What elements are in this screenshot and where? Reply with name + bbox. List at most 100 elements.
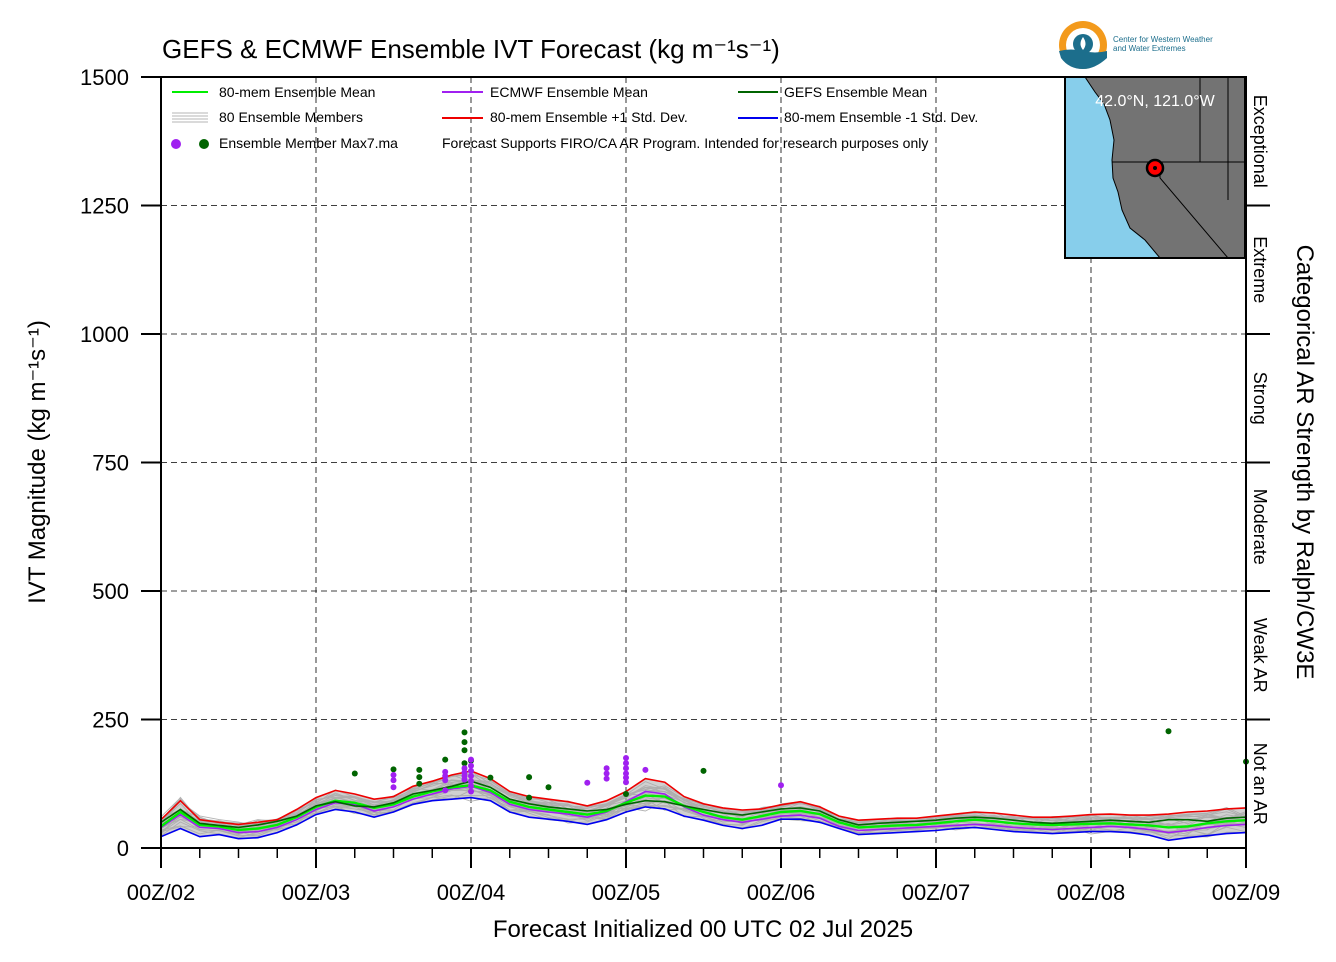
map-marker-dot <box>1153 166 1157 170</box>
member-max-point-ecmwf <box>390 777 397 784</box>
category-label: Moderate <box>1250 489 1270 565</box>
member-max-point-ecmwf <box>468 778 474 785</box>
y-tick-label: 1250 <box>80 194 129 219</box>
member-max-point-ecmwf <box>623 755 629 761</box>
legend-gefs-mean: GEFS Ensemble Mean <box>784 84 927 100</box>
series-lines <box>160 770 1247 842</box>
legend-swatch-max-gefs <box>199 139 209 149</box>
y-tick-label: 1000 <box>80 322 129 347</box>
y-tick-label: 1500 <box>80 65 129 90</box>
member-max-point-ecmwf <box>461 765 468 772</box>
member-max-point-ecmwf <box>623 774 629 781</box>
map-frame <box>1064 76 1246 259</box>
legend-ecmwf-mean: ECMWF Ensemble Mean <box>490 84 648 100</box>
member-max-point-ecmwf <box>623 765 629 772</box>
chart-title: GEFS & ECMWF Ensemble IVT Forecast (kg m… <box>162 34 780 64</box>
member-max-point-ecmwf <box>442 777 449 784</box>
cw3e-logo: Center for Western Weather and Water Ext… <box>1057 18 1247 72</box>
member-max-point-ecmwf <box>442 787 449 794</box>
legend: 80-mem Ensemble Mean 80 Ensemble Members… <box>171 84 978 151</box>
member-max-point-ecmwf <box>623 779 629 786</box>
member-max-point-gefs <box>461 747 468 754</box>
member-max-point-ecmwf <box>468 762 474 769</box>
category-label: Weak AR <box>1250 618 1270 693</box>
member-max-point-ecmwf <box>468 788 474 795</box>
member-max-point-ecmwf <box>461 776 468 783</box>
series-line-gefs-mean <box>160 780 1247 829</box>
member-max-point-gefs <box>461 739 468 746</box>
member-max-point-gefs <box>390 766 397 773</box>
cw3e-logo-text: Center for Western Weather and Water Ext… <box>1113 35 1213 53</box>
member-max-point-gefs <box>416 774 423 781</box>
x-tick-label: 00Z/05 <box>592 880 661 905</box>
category-axis-ticks: Not an AR Weak AR Moderate Strong Extreme Exc… <box>1246 95 1270 825</box>
category-label: Extreme <box>1250 236 1270 303</box>
legend-members: 80 Ensemble Members <box>219 109 363 125</box>
member-max-point-ecmwf <box>390 772 397 778</box>
member-max-point-gefs <box>700 767 707 774</box>
member-max-point-gefs <box>545 784 552 791</box>
member-max-point-ecmwf <box>468 783 474 790</box>
member-max-point-gefs <box>351 770 358 777</box>
grid-lines <box>161 77 1246 848</box>
member-max-point-gefs <box>416 766 423 773</box>
map-land <box>1084 77 1245 258</box>
legend-note: Forecast Supports FIRO/CA AR Program. In… <box>442 135 928 151</box>
legend-swatch-max-ecmwf <box>171 139 181 149</box>
std-dev-spread-fill <box>161 770 1246 841</box>
y-axis-label: IVT Magnitude (kg m⁻¹s⁻¹) <box>24 320 51 604</box>
member-max-point-ecmwf <box>623 760 629 767</box>
category-label: Exceptional <box>1250 95 1270 188</box>
cw3e-logo-icon <box>1059 21 1107 69</box>
member-max-point-ecmwf <box>603 765 610 772</box>
map-location: 42.0°N, 121.0°W <box>1095 93 1215 110</box>
member-max-point-ecmwf <box>442 768 449 775</box>
x-axis-ticks: 00Z/02 00Z/03 00Z/04 00Z/05 00Z/06 00Z/07 00Z/… <box>127 848 1281 905</box>
member-max-point-ecmwf <box>468 756 474 763</box>
series-line-minus-sd <box>160 796 1247 842</box>
member-max-point-gefs <box>442 756 449 763</box>
series-line-ens-mean <box>160 784 1247 832</box>
x-tick-label: 00Z/02 <box>127 880 196 905</box>
legend-swatch-members <box>172 112 208 123</box>
category-label: Strong <box>1250 372 1270 425</box>
legend-minus-sd: 80-mem Ensemble -1 Std. Dev. <box>784 109 978 125</box>
member-max-point-gefs <box>526 774 533 781</box>
y-tick-label: 0 <box>117 836 129 861</box>
member-max-point-ecmwf <box>442 773 449 779</box>
member-max-point-ecmwf <box>390 784 397 791</box>
member-max-points <box>351 728 1249 801</box>
y-tick-label: 500 <box>92 579 129 604</box>
x-tick-label: 00Z/08 <box>1057 880 1126 905</box>
inset-map: 42.0°N, 121.0°W <box>1064 76 1246 259</box>
series-line-plus-sd <box>160 770 1247 826</box>
member-max-point-gefs <box>1165 728 1172 735</box>
member-max-point-ecmwf <box>642 766 649 773</box>
category-label: Not an AR <box>1250 743 1270 825</box>
legend-max: Ensemble Member Max7.ma <box>219 135 398 151</box>
member-max-point-gefs <box>623 791 629 797</box>
category-axis-label: Categorical AR Strength by Ralph/CW3E <box>1291 245 1318 680</box>
x-tick-label: 00Z/06 <box>747 880 816 905</box>
member-max-point-ecmwf <box>778 782 784 789</box>
member-max-point-gefs <box>487 774 494 781</box>
member-max-point-ecmwf <box>603 775 610 782</box>
map-borders <box>1112 77 1245 258</box>
member-max-point-ecmwf <box>584 779 591 786</box>
member-max-point-ecmwf <box>468 767 474 774</box>
y-axis-ticks: 0 250 500 750 1000 1250 1500 <box>80 65 161 861</box>
y-tick-label: 250 <box>92 708 129 733</box>
x-axis-label: Forecast Initialized 00 UTC 02 Jul 2025 <box>493 916 913 943</box>
member-max-point-gefs <box>461 760 468 767</box>
member-max-point-ecmwf <box>468 773 474 779</box>
legend-ens-mean: 80-mem Ensemble Mean <box>219 84 375 100</box>
x-tick-label: 00Z/07 <box>902 880 971 905</box>
x-tick-label: 00Z/04 <box>437 880 506 905</box>
member-max-point-gefs <box>461 729 468 736</box>
member-max-point-gefs <box>526 794 533 801</box>
member-max-point-gefs <box>416 780 423 787</box>
y-tick-label: 750 <box>92 451 129 476</box>
legend-plus-sd: 80-mem Ensemble +1 Std. Dev. <box>490 109 688 125</box>
x-tick-label: 00Z/09 <box>1212 880 1281 905</box>
